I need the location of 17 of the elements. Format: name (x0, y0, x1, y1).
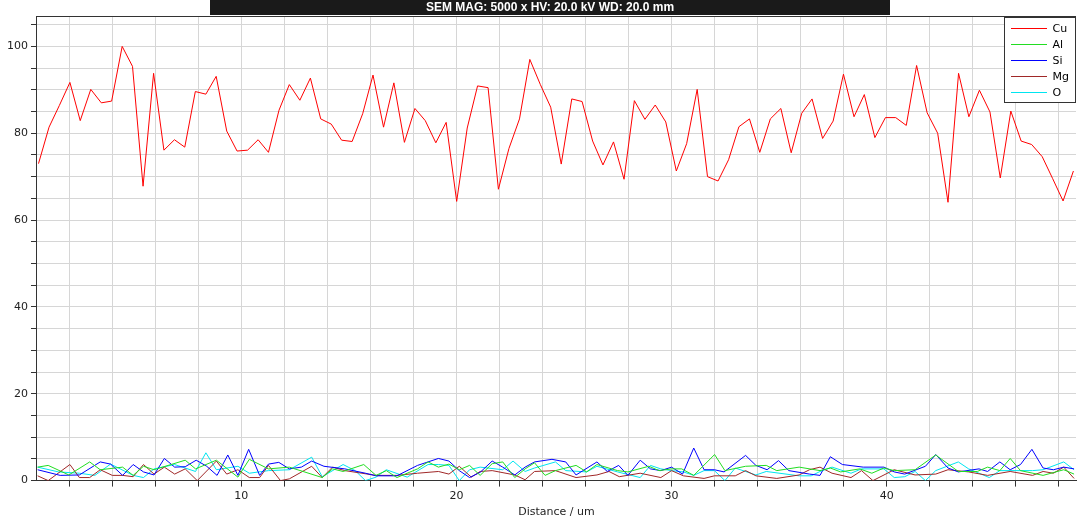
y-tick-label: 100 (7, 39, 28, 53)
legend-label: Si (1052, 53, 1063, 67)
x-tick-label: 40 (879, 489, 894, 503)
legend-label: Cu (1052, 21, 1068, 35)
text: SEM MAG: 5000 x HV: 20.0 kV WD: 20.0 mm (425, 0, 675, 14)
x-tick-label: 30 (664, 489, 679, 503)
y-tick-label: 40 (14, 299, 28, 313)
y-tick-label: 60 (14, 212, 28, 226)
legend-label: Mg (1052, 69, 1069, 83)
y-tick-label: 0 (21, 473, 28, 487)
legend-label: O (1052, 85, 1062, 99)
y-tick-label: 80 (14, 126, 28, 140)
x-tick-label: 10 (234, 489, 249, 503)
x-tick-label: 20 (449, 489, 464, 503)
x-axis-title: Distance / um (518, 505, 595, 519)
y-tick-label: 20 (14, 386, 28, 400)
legend-label: Al (1052, 37, 1064, 51)
